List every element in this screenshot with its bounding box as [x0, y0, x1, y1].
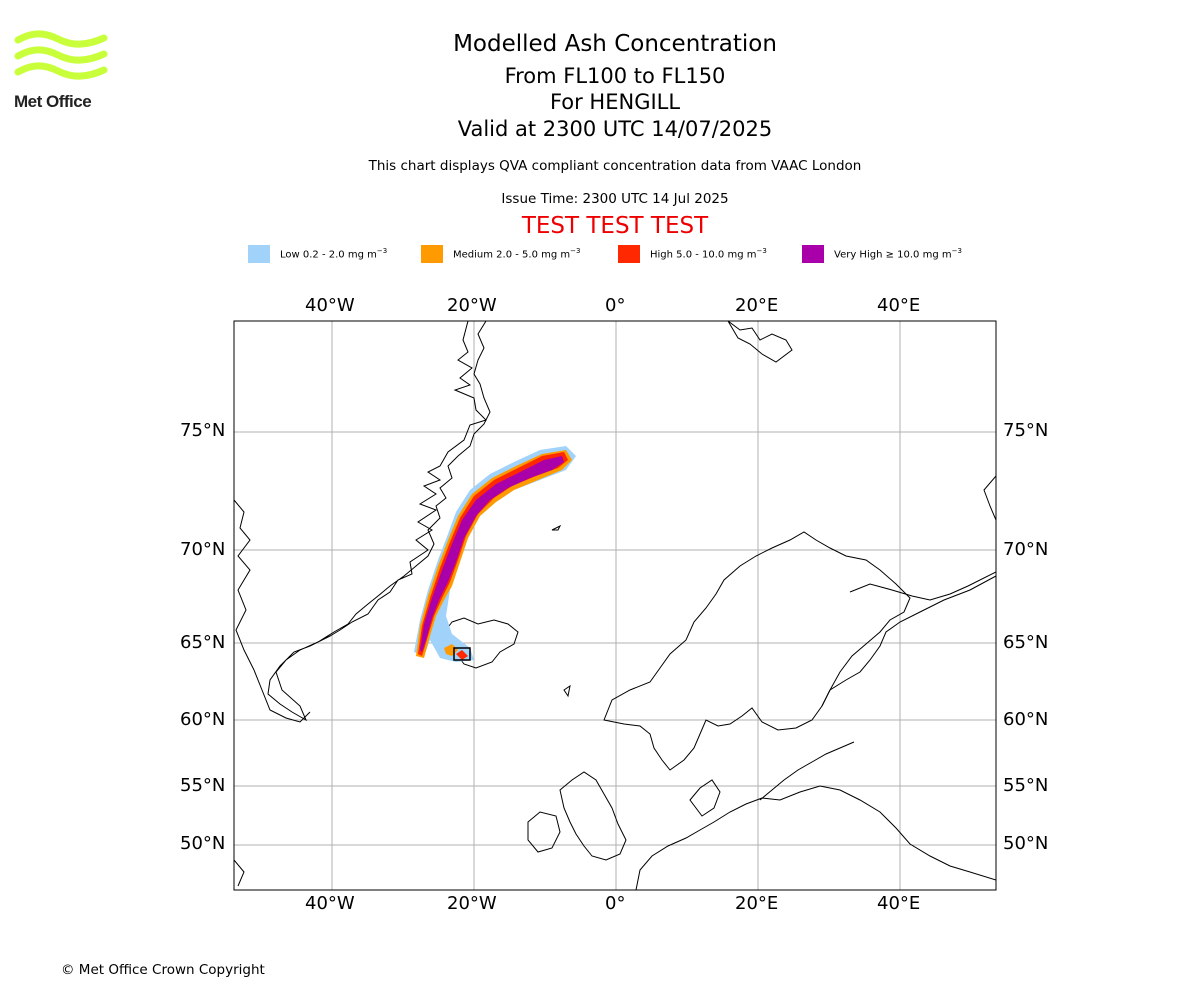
lat-label-right: 55°N [1003, 775, 1049, 796]
test-banner: TEST TEST TEST [521, 213, 709, 239]
lat-label-left: 65°N [180, 632, 226, 653]
lon-label-top: 20°E [735, 295, 779, 316]
met-office-wave-icon [14, 30, 108, 80]
continent-coast [635, 785, 996, 890]
volcano-location: For HENGILL [549, 90, 681, 114]
ireland-coast [527, 811, 561, 853]
svalbard-coast [727, 321, 793, 363]
legend-swatch-medium [421, 245, 443, 263]
lon-label-bottom: 20°W [447, 893, 497, 914]
lat-label-right: 65°N [1003, 632, 1049, 653]
level-range: From FL100 to FL150 [504, 64, 726, 88]
issue-time: Issue Time: 2300 UTC 14 Jul 2025 [501, 191, 729, 207]
lon-label-bottom: 40°E [877, 893, 921, 914]
jan-mayen-coast [551, 524, 562, 531]
greenland-coast [267, 321, 491, 722]
lon-label-top: 20°W [447, 295, 497, 316]
legend-label-high: High 5.0 - 10.0 mg m−3 [650, 247, 767, 261]
legend-label-very-high: Very High ≥ 10.0 mg m−3 [834, 247, 962, 261]
lat-label-right: 50°N [1003, 833, 1049, 854]
map-gridlines [234, 321, 996, 890]
copyright-notice: © Met Office Crown Copyright [61, 962, 265, 978]
novaya-edge [983, 475, 996, 521]
legend-label-low: Low 0.2 - 2.0 mg m−3 [280, 247, 388, 261]
lat-label-left: 50°N [180, 833, 226, 854]
legend-item-high: High 5.0 - 10.0 mg m−3 [618, 245, 767, 263]
lat-label-right: 60°N [1003, 709, 1049, 730]
denmark-coast [689, 779, 721, 817]
hengill-source-marker [453, 647, 471, 661]
lat-label-left: 55°N [180, 775, 226, 796]
legend-swatch-low [248, 245, 270, 263]
lat-label-left: 75°N [180, 420, 226, 441]
chart-description: This chart displays QVA compliant concen… [368, 158, 862, 174]
faroe-coast [563, 684, 571, 698]
legend-swatch-very-high [802, 245, 824, 263]
legend-item-low: Low 0.2 - 2.0 mg m−3 [248, 245, 387, 263]
map-frame [233, 320, 997, 891]
baltic-coast [759, 741, 855, 801]
lon-label-bottom: 40°W [305, 893, 355, 914]
lat-label-left: 60°N [180, 709, 226, 730]
finland-coast [821, 575, 996, 707]
ash-high-iceland [456, 650, 468, 660]
east-greenland-edge [234, 859, 245, 887]
chart-title: Modelled Ash Concentration [453, 31, 777, 57]
valid-time: Valid at 2300 UTC 14/07/2025 [457, 117, 773, 141]
legend-swatch-high [618, 245, 640, 263]
greenland-west-coast [234, 499, 311, 723]
met-office-logo: Met Office [14, 30, 108, 112]
lon-label-bottom: 20°E [735, 893, 779, 914]
lat-label-right: 70°N [1003, 539, 1049, 560]
legend-label-medium: Medium 2.0 - 5.0 mg m−3 [453, 247, 581, 261]
lat-label-left: 70°N [180, 539, 226, 560]
lon-label-bottom: 0° [605, 893, 626, 914]
scandinavia-coast [603, 531, 911, 771]
ash-very-high [420, 456, 564, 652]
coastlines [234, 321, 996, 890]
lon-label-top: 0° [605, 295, 626, 316]
ash-plume [414, 446, 576, 662]
lon-label-top: 40°W [305, 295, 355, 316]
lon-label-top: 40°E [877, 295, 921, 316]
logo-text: Met Office [14, 92, 92, 111]
legend-item-very-high: Very High ≥ 10.0 mg m−3 [802, 245, 962, 263]
lat-label-right: 75°N [1003, 420, 1049, 441]
uk-coast [559, 771, 627, 861]
kola-coast [849, 571, 996, 601]
legend-item-medium: Medium 2.0 - 5.0 mg m−3 [421, 245, 580, 263]
